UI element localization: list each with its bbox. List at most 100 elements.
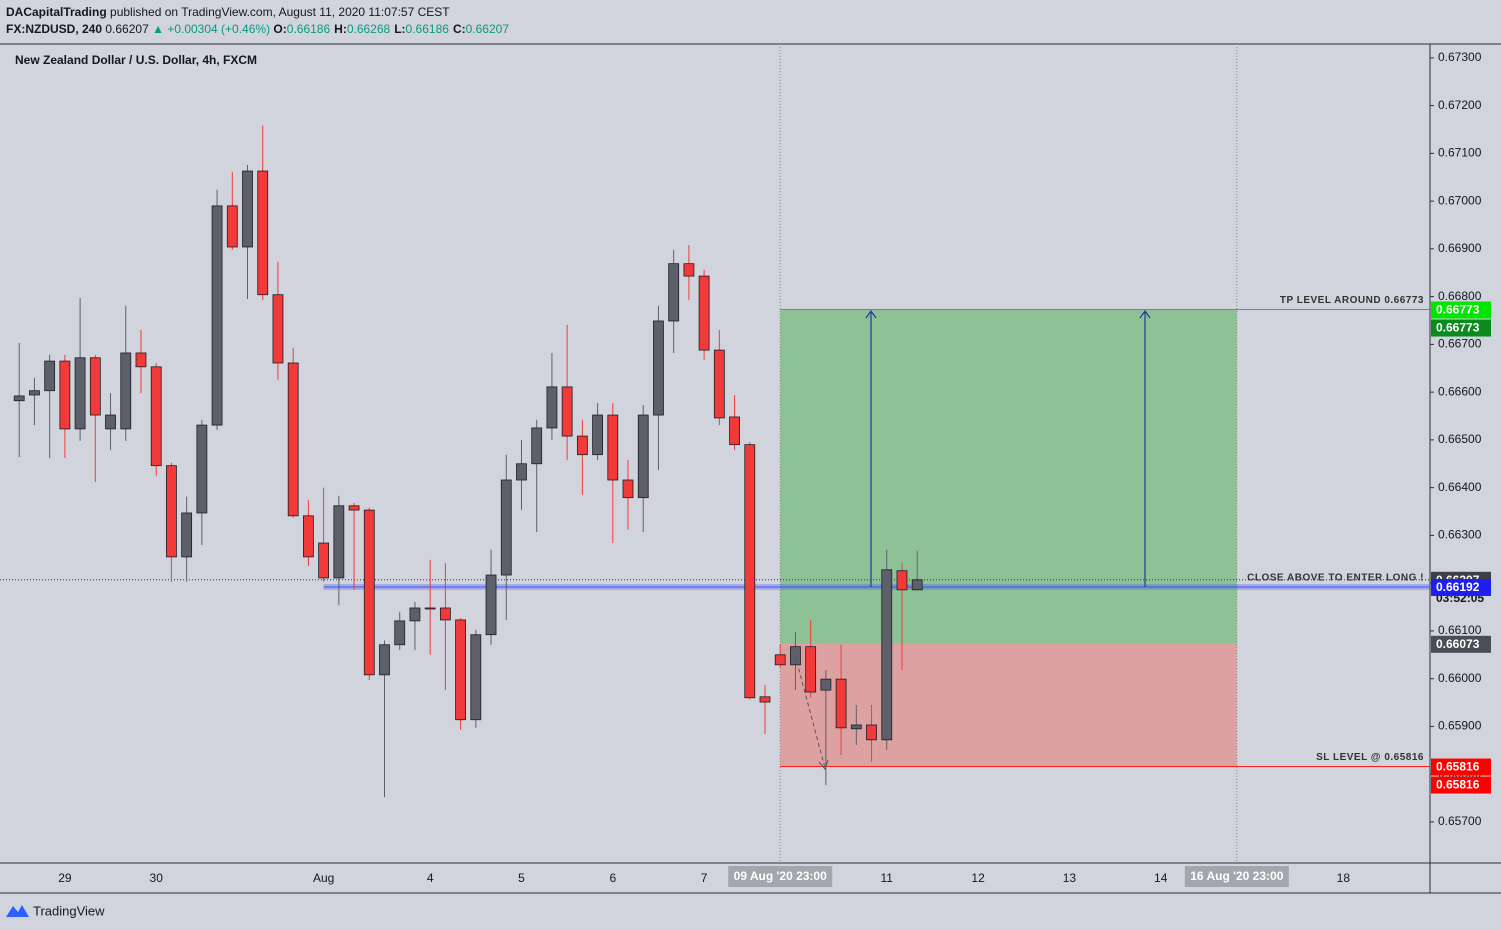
candle-body [774,654,786,666]
x-tick-label: 18 [1337,871,1351,885]
candle-body [516,463,527,481]
candle-body [13,395,25,402]
ohlc-key: H: [334,22,347,36]
arrow-head [865,309,877,319]
x-tick-label: 14 [1154,871,1168,885]
overlay-layer: TP LEVEL AROUND 0.66773 CLOSE ABOVE TO EN… [794,295,1424,770]
y-tick-label: 0.66800 [1438,289,1482,303]
candle-body [409,607,421,622]
ohlc: O:0.66186 H:0.66268 L:0.66186 C:0.66207 [273,22,513,36]
position-layer [0,44,1430,863]
candle-body [242,170,253,248]
candle-body [318,542,330,579]
candle-body [44,360,56,392]
x-tick-label: 4 [427,871,434,885]
candle-body [637,414,649,499]
symbol-line: FX:NZDUSD, 240 0.66207 ▲ +0.00304 (+0.46… [6,22,513,36]
published: published on TradingView.com, August 11,… [110,5,450,19]
candle-body [576,435,588,456]
price-label-bg [1431,635,1491,653]
price-label-bg [1431,776,1491,794]
price-label-bg [1431,301,1491,319]
candle-body [348,505,360,511]
axis-layer: 0.657000.658000.659000.660000.661000.662… [58,50,1491,887]
candle-body [302,515,314,558]
time-label: 16 Aug '20 23:00 [1190,869,1283,883]
candle-body [379,644,390,676]
annotation: CLOSE ABOVE TO ENTER LONG ! [1247,573,1424,584]
candle-body [546,386,558,429]
author: DACapitalTrading [6,5,107,19]
x-tick-label: Aug [313,871,334,885]
candle-body [835,678,847,729]
x-tick-label: 6 [609,871,616,885]
candle-body [729,416,740,446]
candle-body [881,569,893,741]
price-label: 0.65816 [1436,778,1480,792]
y-tick-label: 0.66300 [1438,528,1482,542]
candle-body [74,357,86,430]
ohlc-key: L: [394,22,406,36]
candle-body [105,414,116,430]
candle-body [333,505,345,579]
annotation: TP LEVEL AROUND 0.66773 [1280,295,1424,306]
ohlc-value: 0.66268 [346,22,391,36]
price-label-bg [1431,319,1491,337]
y-tick-label: 0.66400 [1438,480,1482,494]
y-tick-label: 0.66600 [1438,384,1482,398]
price-label: 0.66773 [1436,321,1480,335]
candle-body [805,646,817,693]
chart-title: New Zealand Dollar / U.S. Dollar, 4h, FX… [15,53,257,67]
x-tick-label: 7 [701,871,708,885]
candle-body [683,263,695,277]
x-tick-label: 29 [58,871,72,885]
candle-body [135,352,147,368]
candle-layer [13,125,923,798]
candle-body [759,696,771,703]
annotation: SL LEVEL @ 0.65816 [1316,752,1424,763]
time-label-bg [728,866,833,887]
candle-body [439,607,451,621]
y-tick-label: 0.66500 [1438,432,1482,446]
candle-body [166,465,177,558]
x-tick-label: 30 [150,871,164,885]
loss-zone [780,643,1237,767]
arrow-head [1139,309,1151,319]
candle-body [211,205,223,426]
candle-body [820,678,832,691]
y-tick-label: 0.66700 [1438,337,1482,351]
ohlc-key: C: [452,22,466,36]
y-tick-label: 0.65700 [1438,814,1482,828]
candle-body [89,357,101,416]
candle-body [866,724,877,741]
candle-body [287,362,299,517]
arrow-head [818,759,829,770]
x-tick-label: 5 [518,871,525,885]
ohlc-value: 0.66186 [405,22,449,36]
y-tick-label: 0.66900 [1438,241,1482,255]
candle-body [485,574,497,636]
candle-body [668,263,680,322]
x-tick-label: 11 [881,871,894,885]
candle-body [744,444,756,699]
candle-body [196,424,208,514]
candle-body [850,724,862,730]
candle-body [424,607,436,610]
dashed-arrow [794,654,826,769]
y-tick-label: 0.67100 [1438,146,1482,160]
x-tick-label: 13 [1063,871,1077,885]
publish-line: DACapitalTrading published on TradingVie… [6,5,450,19]
candle-body [911,579,923,591]
candle-body [470,634,482,721]
ohlc-value: 0.66207 [465,22,509,36]
y-tick-label: 0.67200 [1438,98,1482,112]
price-label-bg [1431,758,1491,776]
candle-body [531,427,543,465]
candle-body [896,570,908,591]
candle-body [120,352,132,430]
y-tick-label: 0.66000 [1438,671,1482,685]
candle-body [607,414,619,481]
ohlc-value: 0.66186 [286,22,331,36]
candle-body [272,294,284,364]
candle-body [592,414,603,456]
